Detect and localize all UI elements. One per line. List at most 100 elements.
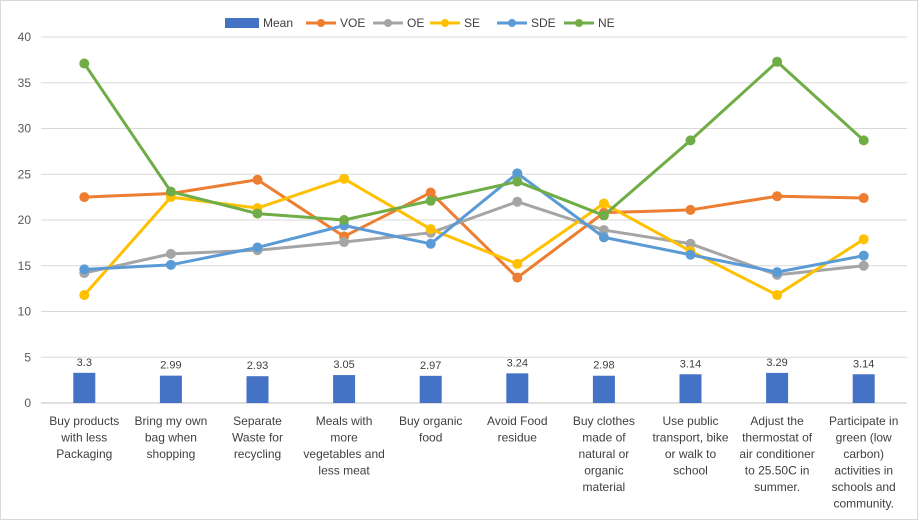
mean-bar xyxy=(73,372,96,403)
mean-bar xyxy=(419,375,442,403)
data-point-ne xyxy=(79,58,90,69)
x-category-label: Buy organic food xyxy=(399,414,462,445)
data-point-voe xyxy=(685,204,696,215)
x-category-label-line: Use public xyxy=(662,414,718,428)
x-category-label-line: with less xyxy=(60,431,107,445)
legend-item-ne: NE xyxy=(564,16,615,30)
x-category-label-line: green (low xyxy=(836,431,892,445)
data-point-sde xyxy=(685,249,696,260)
legend-label: SE xyxy=(464,16,480,30)
legend-marker-ne xyxy=(575,19,583,27)
x-category-label-line: thermostat of xyxy=(742,431,813,445)
x-category-label-line: Adjust the xyxy=(750,414,804,428)
data-point-oe xyxy=(339,236,350,247)
x-category-label-line: more xyxy=(330,431,358,445)
data-point-oe xyxy=(858,260,869,271)
mean-bar-data-label: 3.29 xyxy=(766,357,787,369)
data-point-ne xyxy=(339,215,350,225)
x-category-label-line: air conditioner xyxy=(739,447,814,461)
data-point-voe xyxy=(425,187,436,198)
series-oe xyxy=(79,196,869,280)
mean-data-labels: 3.3 2.99 2.93 3.05 2.97 3.24 2.98 3.14 3.29 3.14 xyxy=(77,357,875,372)
legend-marker-voe xyxy=(317,19,325,27)
x-category-label-line: Packaging xyxy=(56,447,112,461)
data-point-ne xyxy=(425,195,436,206)
x-category-label: Meals with more vegetables and less meat xyxy=(303,414,384,478)
data-point-oe xyxy=(685,238,696,249)
x-category-label-line: natural or xyxy=(579,447,630,461)
x-category-label-line: vegetables and xyxy=(303,447,384,461)
x-category-label-line: food xyxy=(419,431,442,445)
legend-label: VOE xyxy=(340,16,365,30)
legend-label: NE xyxy=(598,16,615,30)
data-point-sde xyxy=(512,168,523,179)
data-point-se xyxy=(512,258,523,269)
data-point-se xyxy=(339,173,350,184)
mean-bar xyxy=(852,374,875,403)
data-point-se xyxy=(858,234,869,245)
x-category-label-line: schools and xyxy=(832,480,896,494)
x-category-label-line: community. xyxy=(833,497,893,511)
x-category-label-line: to 25.50C in xyxy=(745,464,810,478)
legend: Mean VOE OE SE SDE NE xyxy=(225,16,615,30)
data-point-voe xyxy=(252,174,263,185)
mean-bar-data-label: 3.24 xyxy=(507,357,528,369)
y-tick-label: 20 xyxy=(18,213,32,227)
y-tick-label: 0 xyxy=(24,396,31,410)
x-category-label-line: Buy clothes xyxy=(573,414,635,428)
y-tick-label: 35 xyxy=(18,76,32,90)
x-category-label-line: bag when xyxy=(145,431,197,445)
mean-bar xyxy=(679,374,702,403)
x-category-label-line: Participate in xyxy=(829,414,898,428)
data-point-oe xyxy=(598,225,609,236)
series-line-ne xyxy=(82,60,866,222)
mean-bar-data-label: 2.97 xyxy=(420,360,441,372)
y-tick-label: 25 xyxy=(18,167,32,181)
legend-swatch-mean xyxy=(225,18,259,28)
x-category-label: Buy products with less Packaging xyxy=(49,414,119,461)
data-point-voe xyxy=(512,272,523,283)
x-category-label-line: or walk to xyxy=(665,447,717,461)
legend-item-se: SE xyxy=(430,16,480,30)
x-category-label: Separate Waste for recycling xyxy=(232,414,283,461)
legend-item-oe: OE xyxy=(373,16,424,30)
data-point-ne xyxy=(252,208,263,219)
x-category-label-line: Meals with xyxy=(316,414,373,428)
legend-item-sde: SDE xyxy=(497,16,556,30)
mean-bar-data-label: 2.98 xyxy=(593,360,614,372)
x-category-label: Adjust the thermostat of air conditioner to… xyxy=(739,414,814,494)
x-category-label-line: less meat xyxy=(318,464,370,478)
mean-bar-data-label: 2.99 xyxy=(160,360,181,372)
x-category-label-line: organic xyxy=(584,464,623,478)
y-tick-label: 40 xyxy=(18,30,32,44)
x-category-label-line: Separate xyxy=(233,414,282,428)
mean-bar-data-label: 2.93 xyxy=(247,360,268,372)
x-category-label-line: carbon) xyxy=(843,447,884,461)
legend-label: OE xyxy=(407,16,424,30)
data-point-sde xyxy=(598,232,609,243)
legend-marker-oe xyxy=(384,19,392,27)
x-category-label-line: recycling xyxy=(234,447,281,461)
series-lines xyxy=(79,56,869,301)
data-point-oe xyxy=(512,196,523,207)
x-category-label-line: Avoid Food xyxy=(487,414,548,428)
data-point-sde xyxy=(425,238,436,249)
x-category-label-line: Waste for xyxy=(232,431,283,445)
mean-bar xyxy=(159,375,182,403)
mean-bar xyxy=(592,375,615,403)
y-tick-label: 10 xyxy=(18,305,32,319)
x-category-label-line: summer. xyxy=(754,480,800,494)
legend-label: SDE xyxy=(531,16,556,30)
y-tick-label: 15 xyxy=(18,259,32,273)
data-point-se xyxy=(425,224,436,235)
data-point-ne xyxy=(165,186,176,197)
x-category-label: Buy clothes made of natural or organic mater… xyxy=(573,414,635,494)
x-category-label: Bring my own bag when shopping xyxy=(135,414,208,461)
series-line-sde xyxy=(82,171,866,274)
x-category-label: Participate in green (low carbon) activitie… xyxy=(829,414,898,511)
x-category-label-line: Buy organic xyxy=(399,414,462,428)
legend-label: Mean xyxy=(263,16,293,30)
mean-bar-data-label: 3.05 xyxy=(333,359,354,371)
